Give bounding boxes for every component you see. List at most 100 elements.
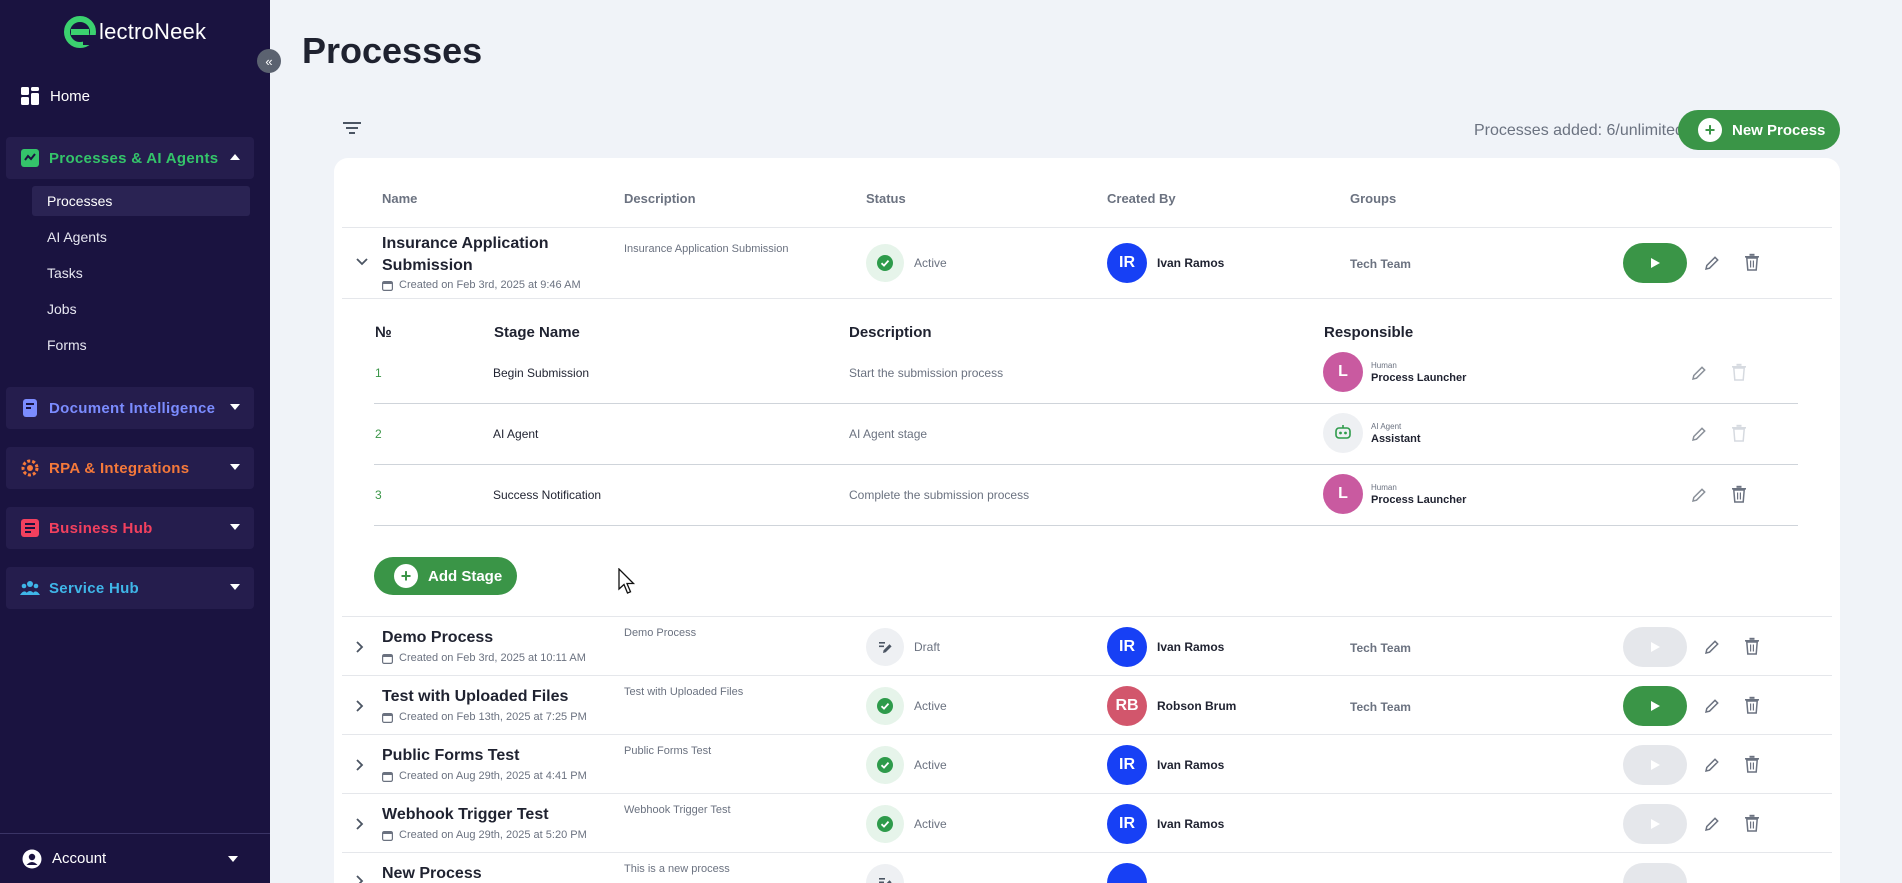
edit-icon[interactable] xyxy=(1703,815,1721,833)
electroneek-logo[interactable]: lectroNeek xyxy=(63,14,206,50)
edit-icon[interactable] xyxy=(1690,486,1708,504)
chevron-right-icon[interactable] xyxy=(355,640,365,654)
trash-icon[interactable] xyxy=(1744,253,1760,271)
trash-icon[interactable] xyxy=(1744,755,1760,773)
responsible-role: AI Agent xyxy=(1371,421,1402,431)
sidebar-subnav: Processes AI Agents Tasks Jobs Forms xyxy=(32,186,250,366)
process-group: Tech Team xyxy=(1350,257,1411,271)
column-header-status[interactable]: Status xyxy=(866,191,906,206)
new-process-button[interactable]: + New Process xyxy=(1678,110,1840,150)
status-badge: Active xyxy=(866,687,947,725)
created-by xyxy=(1107,863,1147,883)
collapse-sidebar-button[interactable]: « xyxy=(257,49,281,73)
responsible-name: Assistant xyxy=(1371,432,1421,445)
sidebar-item-jobs[interactable]: Jobs xyxy=(47,301,77,317)
process-name[interactable]: Webhook Trigger Test xyxy=(382,806,549,823)
sidebar-group-label: Processes & AI Agents xyxy=(49,149,219,167)
chevron-right-icon[interactable] xyxy=(355,758,365,772)
edit-icon[interactable] xyxy=(1703,254,1721,272)
process-description: Webhook Trigger Test xyxy=(624,804,731,816)
edit-icon[interactable] xyxy=(1703,638,1721,656)
divider xyxy=(342,616,1832,617)
sidebar-group-label: RPA & Integrations xyxy=(49,459,190,477)
sidebar-item-processes[interactable]: Processes xyxy=(32,186,250,216)
divider xyxy=(342,298,1832,299)
trash-icon[interactable] xyxy=(1744,696,1760,714)
process-created-text: Created on Feb 3rd, 2025 at 10:11 AM xyxy=(399,652,586,664)
processes-table-card xyxy=(334,158,1840,883)
stage-header-number: № xyxy=(375,324,392,341)
sidebar-item-ai-agents[interactable]: AI Agents xyxy=(47,229,107,245)
sidebar-group-rpa-integrations[interactable]: RPA & Integrations xyxy=(6,447,254,489)
sidebar-group-business-hub[interactable]: Business Hub xyxy=(6,507,254,549)
add-stage-button[interactable]: + Add Stage xyxy=(374,557,517,595)
chevron-down-icon xyxy=(230,524,240,530)
play-icon xyxy=(1651,701,1660,711)
sidebar-item-home[interactable]: Home xyxy=(20,86,90,106)
process-created-date: Created on Feb 3rd, 2025 at 10:11 AM xyxy=(382,652,586,664)
gear-icon xyxy=(20,458,40,478)
trash-icon[interactable] xyxy=(1744,637,1760,655)
account-menu[interactable]: Account xyxy=(0,833,270,883)
process-created-text: Created on Feb 13th, 2025 at 7:25 PM xyxy=(399,711,587,723)
sidebar-item-forms[interactable]: Forms xyxy=(47,337,87,353)
chevron-right-icon[interactable] xyxy=(355,699,365,713)
user-icon xyxy=(22,849,42,868)
trash-icon-disabled xyxy=(1732,363,1746,381)
mouse-cursor-icon xyxy=(618,568,636,594)
chevron-down-icon xyxy=(230,464,240,470)
chevron-down-icon xyxy=(228,856,238,862)
status-text: Draft xyxy=(914,640,941,654)
trash-icon[interactable] xyxy=(1731,485,1747,503)
process-name[interactable]: Insurance Application Submission xyxy=(382,233,549,277)
process-created-text: Created on Aug 29th, 2025 at 5:20 PM xyxy=(399,829,587,841)
column-header-description[interactable]: Description xyxy=(624,191,696,206)
avatar: RB xyxy=(1107,686,1147,726)
avatar xyxy=(1107,863,1147,883)
process-name[interactable]: New Process xyxy=(382,865,482,882)
sidebar-item-tasks[interactable]: Tasks xyxy=(47,265,83,281)
divider xyxy=(342,793,1832,794)
edit-icon[interactable] xyxy=(1703,697,1721,715)
column-header-created-by[interactable]: Created By xyxy=(1107,191,1176,206)
sidebar-group-document-intelligence[interactable]: Document Intelligence xyxy=(6,387,254,429)
edit-icon[interactable] xyxy=(1690,425,1708,443)
divider xyxy=(374,525,1798,526)
filter-icon[interactable] xyxy=(343,121,361,135)
divider xyxy=(374,464,1798,465)
column-header-groups[interactable]: Groups xyxy=(1350,191,1397,206)
column-header-name[interactable]: Name xyxy=(382,191,418,206)
chevron-down-icon[interactable] xyxy=(355,257,369,267)
check-circle-icon xyxy=(866,244,904,282)
process-name[interactable]: Test with Uploaded Files xyxy=(382,688,569,705)
trash-icon[interactable] xyxy=(1744,814,1760,832)
process-name[interactable]: Demo Process xyxy=(382,629,494,646)
processes-added-count: Processes added: 6/unlimited xyxy=(1474,122,1684,139)
chevron-right-icon[interactable] xyxy=(355,874,365,883)
chevron-right-icon[interactable] xyxy=(355,817,365,831)
sidebar-group-service-hub[interactable]: Service Hub xyxy=(6,567,254,609)
sidebar-group-processes-ai-agents[interactable]: Processes & AI Agents xyxy=(6,137,254,179)
new-process-label: New Process xyxy=(1732,121,1826,139)
play-icon xyxy=(1651,760,1660,770)
creator-name: Robson Brum xyxy=(1157,699,1237,713)
divider xyxy=(342,675,1832,676)
created-by: RB Robson Brum xyxy=(1107,686,1236,726)
creator-name: Ivan Ramos xyxy=(1157,817,1225,831)
run-process-button-disabled xyxy=(1623,745,1687,785)
stage-number: 1 xyxy=(375,366,382,380)
edit-icon[interactable] xyxy=(1690,364,1708,382)
avatar: IR xyxy=(1107,804,1147,844)
process-name-line: Insurance Application xyxy=(382,235,549,252)
stage-header-responsible: Responsible xyxy=(1324,324,1414,341)
creator-name: Ivan Ramos xyxy=(1157,758,1225,772)
run-process-button[interactable] xyxy=(1623,243,1687,283)
process-name[interactable]: Public Forms Test xyxy=(382,747,520,764)
edit-icon[interactable] xyxy=(1703,756,1721,774)
run-process-button[interactable] xyxy=(1623,686,1687,726)
calendar-icon xyxy=(382,653,393,664)
status-badge: Active xyxy=(866,805,947,843)
avatar: L xyxy=(1323,352,1363,392)
avatar: L xyxy=(1323,474,1363,514)
status-badge: Draft xyxy=(866,628,940,666)
